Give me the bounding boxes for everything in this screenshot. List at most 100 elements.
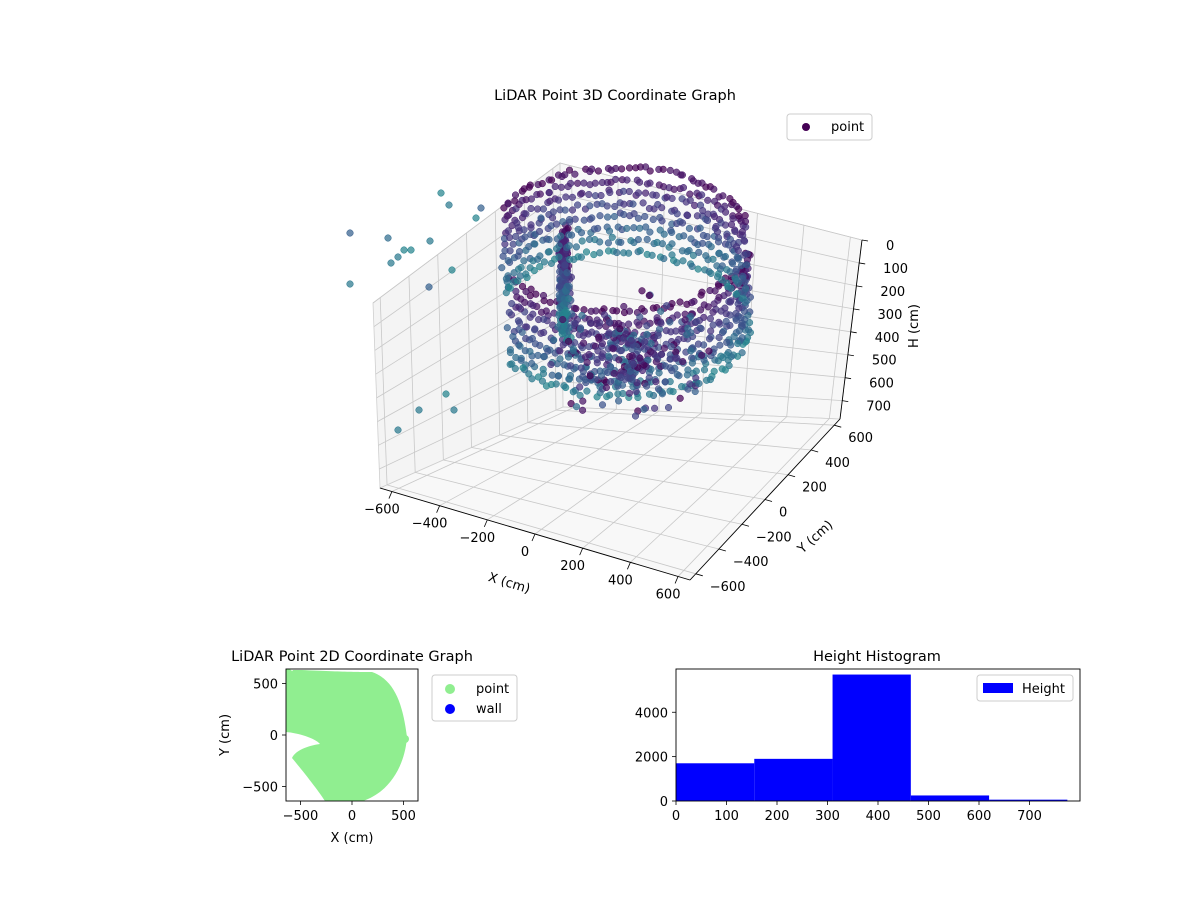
point-3d	[640, 405, 648, 413]
x-tick-label-histogram: 0	[672, 809, 680, 824]
gridline-y	[471, 447, 766, 500]
point-3d	[612, 164, 620, 173]
point-3d	[450, 406, 458, 414]
point-3d	[617, 238, 625, 246]
point-3d	[544, 347, 552, 355]
point-3d	[571, 319, 579, 327]
y-tick-label: 200	[802, 481, 827, 496]
point-3d	[577, 364, 585, 372]
histogram-bar	[676, 763, 755, 801]
point-3d	[696, 224, 704, 232]
gridline-x	[828, 236, 851, 419]
point-cluster-2d	[401, 735, 409, 743]
point-3d	[522, 210, 530, 218]
ticks-histogram: 0 100 200 300 400 500 600 700 0 2000 4000	[635, 706, 1042, 824]
point-3d	[666, 387, 674, 395]
point-3d	[705, 347, 713, 355]
point-3d	[539, 205, 547, 213]
point-3d	[567, 400, 575, 408]
x-tick-label-2d: 0	[348, 809, 356, 824]
point-3d	[636, 247, 644, 255]
x-axis-label-2d: X (cm)	[331, 831, 374, 846]
point-3d	[678, 171, 686, 179]
point-3d	[664, 403, 673, 412]
point-3d	[577, 324, 585, 332]
y-tick-label: 600	[848, 431, 873, 446]
point-3d	[626, 367, 634, 375]
point-3d	[663, 302, 671, 310]
point-3d	[506, 346, 514, 354]
point-3d	[551, 182, 559, 191]
y-tick-label-histogram: 2000	[635, 751, 668, 766]
point-3d	[668, 240, 676, 248]
point-3d	[548, 371, 556, 379]
point-3d	[554, 196, 563, 204]
point-3d	[643, 322, 651, 330]
point-3d	[528, 375, 536, 383]
point-3d	[624, 374, 632, 382]
point-3d	[734, 279, 742, 287]
point-3d	[346, 229, 354, 237]
point-3d	[576, 391, 584, 399]
point-3d	[587, 319, 595, 327]
point-3d	[652, 191, 660, 199]
point-3d	[559, 316, 567, 324]
point-3d	[731, 227, 739, 235]
point-3d	[620, 200, 628, 208]
point-3d	[512, 287, 520, 295]
point-3d	[721, 221, 730, 229]
x-tick-label: 400	[608, 573, 633, 588]
point-3d	[741, 217, 750, 226]
point-3d	[596, 238, 604, 246]
point-3d	[716, 341, 724, 349]
point-3d	[646, 167, 654, 175]
point-3d	[694, 340, 702, 348]
point-3d	[426, 237, 434, 245]
point-3d	[692, 318, 700, 326]
point-3d	[512, 353, 520, 362]
point-3d	[732, 290, 740, 298]
point-3d	[688, 359, 696, 367]
gridline-z	[561, 287, 851, 333]
point-3d	[588, 165, 596, 173]
point-3d	[743, 261, 751, 269]
point-3d	[727, 284, 735, 292]
point-3d	[542, 382, 550, 390]
point-3d	[531, 325, 539, 333]
point-3d	[658, 217, 666, 225]
legend-3d-marker	[802, 123, 810, 131]
point-3d	[623, 224, 631, 232]
point-3d	[604, 239, 612, 247]
histogram-bar	[910, 795, 990, 801]
point-3d	[578, 189, 586, 197]
x-tick-label-histogram: 600	[967, 809, 992, 824]
point-3d	[512, 232, 520, 241]
point-3d	[442, 390, 450, 398]
point-3d	[607, 378, 615, 386]
point-3d	[638, 287, 646, 295]
point-3d	[718, 328, 727, 337]
point-3d	[715, 333, 723, 342]
point-3d	[684, 211, 692, 220]
point-3d	[658, 240, 666, 248]
point-3d	[620, 309, 629, 317]
point-3d	[586, 202, 594, 210]
point-3d	[564, 353, 573, 361]
point-3d	[561, 171, 569, 179]
point-3d	[554, 372, 562, 380]
point-3d	[521, 323, 529, 331]
legend-2d-point-marker	[445, 684, 455, 694]
point-3d	[579, 332, 587, 340]
gridline-y	[379, 297, 388, 485]
point-3d	[579, 406, 587, 414]
point-3d	[676, 394, 684, 402]
gridline-y	[499, 434, 789, 476]
point-3d	[579, 397, 587, 405]
point-3d	[732, 316, 740, 324]
point-3d	[577, 229, 586, 237]
z-tick-mark	[853, 308, 860, 311]
point-3d	[400, 246, 408, 254]
point-3d	[659, 165, 667, 173]
x-tick-label: 600	[656, 587, 681, 602]
point-3d	[678, 383, 686, 391]
